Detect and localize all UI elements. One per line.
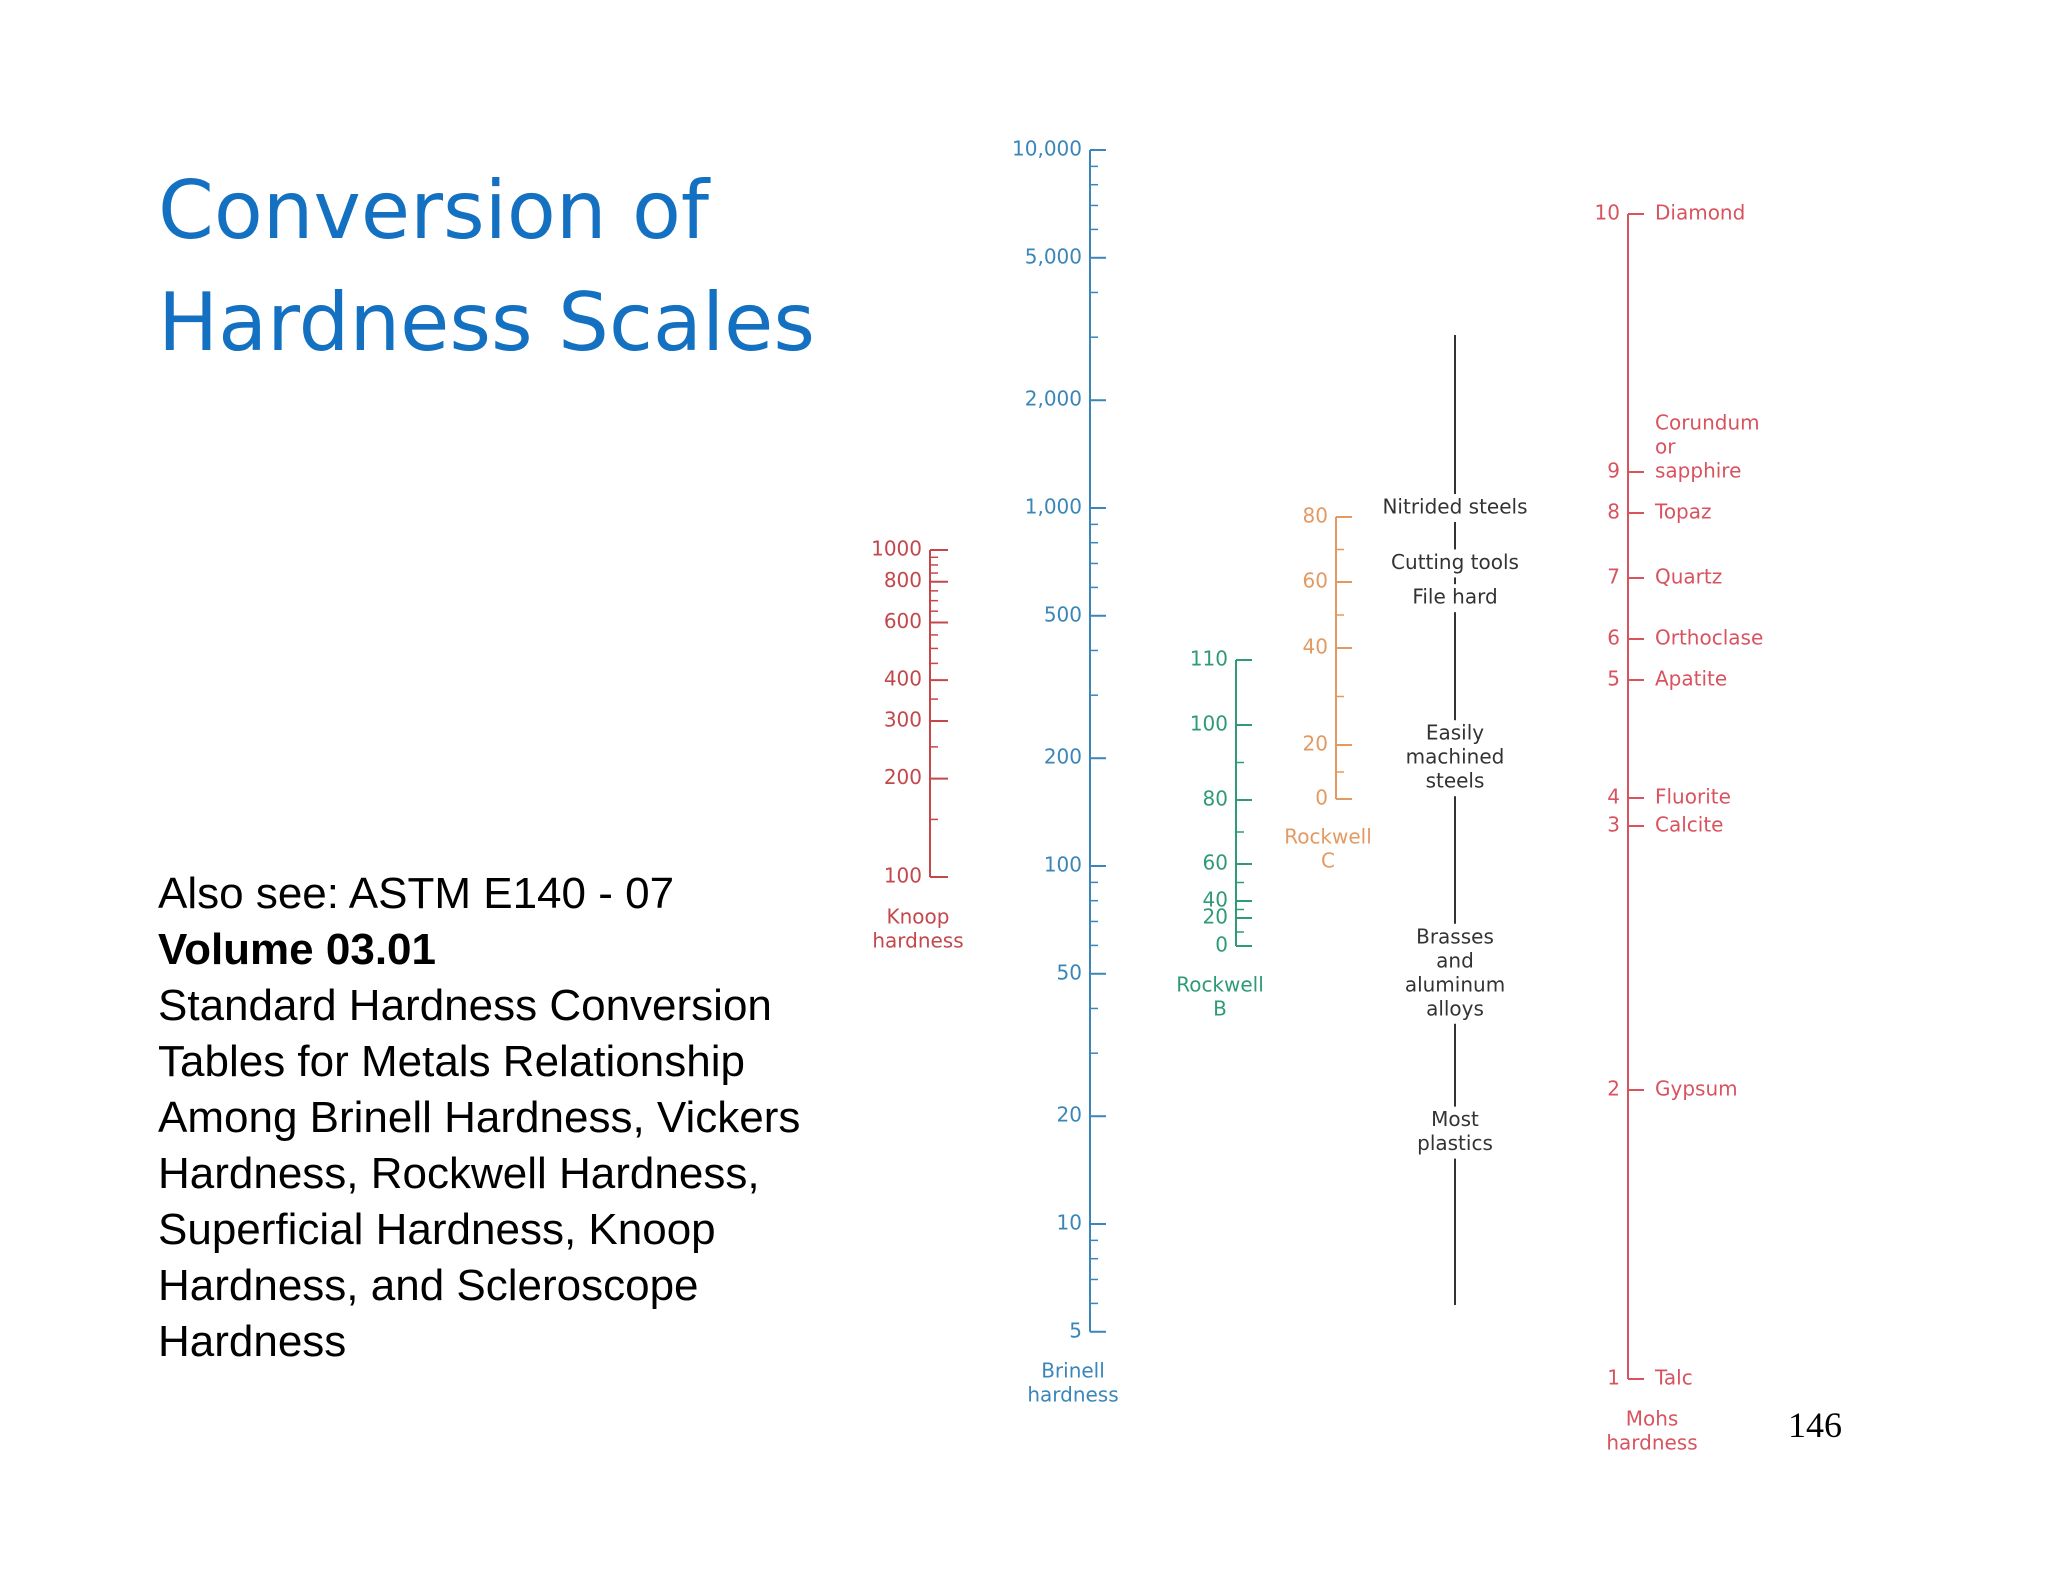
knoop-scale-label: hardness [872,929,963,953]
brinell-tick-label: 2,000 [1025,387,1082,411]
reference-line: Hardness, and Scleroscope [158,1261,699,1310]
title-line-1: Conversion of [158,164,710,257]
material-label-bg [1375,584,1535,613]
material-label-bg [1375,1106,1535,1159]
reference-line: Hardness, Rockwell Hardness, [158,1149,760,1198]
mohs-mineral-label: Orthoclase [1655,626,1763,650]
mohs-tick-label: 2 [1607,1077,1620,1101]
brinell-scale-label: hardness [1027,1383,1118,1407]
rockwell-c-tick-label: 20 [1303,732,1328,756]
material-label: alloys [1426,996,1484,1020]
rockwell-b-tick-label: 100 [1190,712,1228,736]
material-label-bg [1375,494,1535,522]
mohs-tick-label: 10 [1595,201,1620,225]
mohs-mineral-label: Fluorite [1655,785,1731,809]
mohs-tick-label: 6 [1607,626,1620,650]
rockwell-b-tick-label: 20 [1203,905,1228,929]
rockwell-c-tick-label: 0 [1315,786,1328,810]
rockwell-c-tick-label: 80 [1303,504,1328,528]
knoop-tick-label: 600 [884,609,922,633]
mohs-mineral-label: Corundum [1655,411,1760,435]
reference-line-also-see: Also see: ASTM E140 - 07 [158,869,675,918]
reference-line: Tables for Metals Relationship [158,1037,745,1086]
material-label: Most [1431,1107,1479,1131]
rockwell-c-tick-label: 60 [1303,569,1328,593]
brinell-tick-label: 5 [1069,1318,1082,1342]
material-label: aluminum [1405,972,1505,996]
knoop-scale-label: Knoop [887,905,950,929]
knoop-tick-label: 400 [884,667,922,691]
rockwell-c-scale-label: Rockwell [1284,825,1372,849]
reference-text: Also see: ASTM E140 - 07 Volume 03.01 St… [158,866,878,1370]
brinell-tick-label: 5,000 [1025,244,1082,268]
rockwell-b-scale-label: B [1213,997,1227,1021]
mohs-tick-label: 4 [1607,785,1620,809]
rockwell-b-tick-label: 80 [1203,787,1228,811]
material-label-bg [1375,923,1535,1024]
page-title: Conversion of Hardness Scales [158,155,858,379]
brinell-tick-label: 10 [1057,1211,1082,1235]
mohs-mineral-label: sapphire [1655,459,1741,483]
material-label-bg [1375,720,1535,797]
reference-line: Standard Hardness Conversion [158,981,772,1030]
brinell-tick-label: 100 [1044,853,1082,877]
knoop-tick-label: 1000 [871,537,922,561]
material-label: and [1436,948,1474,972]
mohs-mineral-label: Gypsum [1655,1077,1738,1101]
page-number: 146 [1788,1405,1842,1445]
mohs-mineral-label: Quartz [1655,565,1722,589]
reference-line: Superficial Hardness, Knoop [158,1205,716,1254]
rockwell-b-tick-label: 40 [1203,888,1228,912]
title-line-2: Hardness Scales [158,276,816,369]
mohs-mineral-label: Talc [1654,1366,1693,1390]
mohs-mineral-label: Apatite [1655,667,1727,691]
material-label: Easily [1426,721,1484,745]
mohs-scale-label: hardness [1606,1431,1697,1455]
material-label-bg [1375,549,1535,578]
mohs-tick-label: 9 [1607,459,1620,483]
mohs-tick-label: 5 [1607,667,1620,691]
brinell-tick-label: 50 [1057,960,1082,984]
rockwell-b-tick-label: 60 [1203,851,1228,875]
material-label: Nitrided steels [1382,495,1527,519]
material-label: Brasses [1416,924,1494,948]
brinell-tick-label: 20 [1057,1103,1082,1127]
mohs-mineral-label: Topaz [1654,500,1712,524]
knoop-tick-label: 100 [884,864,922,888]
reference-line: Among Brinell Hardness, Vickers [158,1093,801,1142]
rockwell-b-tick-label: 0 [1215,933,1228,957]
rockwell-b-scale-label: Rockwell [1176,973,1264,997]
brinell-scale-label: Brinell [1041,1359,1105,1383]
material-label: File hard [1412,585,1497,609]
material-label: machined [1406,745,1505,769]
mohs-tick-label: 1 [1607,1366,1620,1390]
mohs-tick-label: 3 [1607,813,1620,837]
mohs-mineral-label: Diamond [1655,201,1745,225]
knoop-tick-label: 800 [884,568,922,592]
reference-line: Hardness [158,1317,347,1366]
knoop-tick-label: 200 [884,765,922,789]
rockwell-b-tick-label: 110 [1190,647,1228,671]
knoop-tick-label: 300 [884,707,922,731]
material-label: Cutting tools [1391,550,1519,574]
material-label: steels [1426,769,1485,793]
rockwell-c-tick-label: 40 [1303,635,1328,659]
mohs-tick-label: 7 [1607,565,1620,589]
brinell-tick-label: 10,000 [1012,137,1082,161]
brinell-tick-label: 1,000 [1025,495,1082,519]
material-label: plastics [1417,1131,1493,1155]
rockwell-c-scale-label: C [1321,849,1335,873]
brinell-tick-label: 500 [1044,602,1082,626]
mohs-tick-label: 8 [1607,500,1620,524]
mohs-scale-label: Mohs [1626,1407,1679,1431]
mohs-mineral-label: Calcite [1655,813,1723,837]
mohs-mineral-label: or [1655,435,1676,459]
reference-volume: Volume 03.01 [158,925,436,974]
brinell-tick-label: 200 [1044,745,1082,769]
